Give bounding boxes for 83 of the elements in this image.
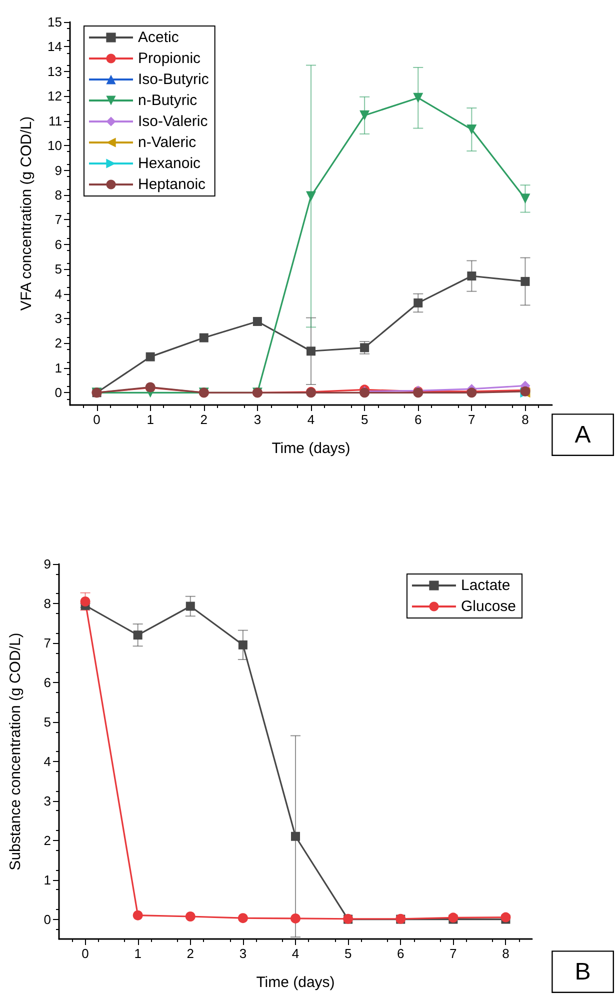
y-tick-label: 9 [54, 162, 62, 178]
point [291, 832, 300, 841]
point [360, 110, 370, 120]
x-tick-label: 2 [200, 412, 208, 427]
x-tick-label: 2 [186, 946, 194, 961]
text: A [574, 421, 591, 448]
point [80, 596, 90, 606]
y-axis-title: Substance concentration (g COD/L) [7, 632, 24, 870]
y-tick-label: 7 [54, 212, 62, 228]
legend-label: Lactate [460, 577, 510, 594]
y-tick-label: 9 [44, 556, 51, 572]
legend-label: Iso-Butyric [138, 71, 210, 88]
y-tick-label: 3 [44, 793, 51, 808]
legend-label: Heptanoic [138, 176, 206, 193]
point [306, 346, 316, 356]
point [306, 191, 316, 202]
x-tick-label: 1 [146, 412, 154, 427]
y-tick-label: 1 [54, 360, 62, 376]
point [238, 913, 248, 924]
point [290, 913, 300, 924]
x-tick-label: 3 [254, 412, 262, 427]
point [520, 276, 530, 286]
legend-label: n-Valeric [138, 134, 197, 151]
legend-label: Acetic [138, 29, 180, 46]
y-tick-label: 6 [44, 674, 51, 690]
legend-label: Hexanoic [138, 155, 202, 172]
legend-label: Propionic [138, 50, 202, 67]
y-tick-label: 12 [48, 88, 62, 104]
legend-label: n-Butyric [138, 92, 198, 109]
x-tick-label: 1 [134, 946, 142, 961]
y-tick-label: 4 [44, 754, 51, 769]
x-tick-label: 4 [307, 412, 315, 427]
y-tick-label: 3 [54, 311, 62, 326]
y-axis-title: VFA concentration (g COD/L) [18, 116, 35, 311]
y-tick-label: 8 [54, 187, 62, 202]
x-tick-label: 0 [82, 946, 89, 961]
point [360, 343, 370, 352]
x-tick-label: 5 [360, 412, 368, 427]
y-tick-label: 13 [48, 64, 62, 79]
y-tick-label: 7 [44, 635, 51, 650]
x-tick-label: 6 [396, 946, 404, 961]
point [199, 333, 208, 342]
x-tick-label: 5 [344, 946, 352, 961]
y-tick-label: 2 [44, 832, 51, 848]
y-tick-label: 2 [54, 336, 62, 351]
x-axis-title: Time (days) [272, 440, 350, 457]
point [466, 124, 477, 134]
y-tick-label: 1 [44, 872, 51, 888]
point [238, 640, 248, 650]
point [185, 912, 196, 922]
point [252, 316, 262, 326]
y-tick-label: 5 [44, 714, 51, 730]
legend-label: Iso-Valeric [138, 113, 208, 130]
x-tick-label: 4 [292, 946, 300, 961]
y-tick-label: 14 [48, 39, 62, 54]
y-tick-label: 11 [48, 113, 62, 128]
x-tick-label: 7 [450, 946, 457, 961]
x-tick-label: 6 [414, 412, 422, 427]
point [413, 92, 424, 103]
point [520, 194, 530, 204]
y-tick-label: 0 [44, 912, 51, 927]
point [132, 910, 143, 920]
x-tick-label: 3 [239, 946, 247, 961]
point [500, 912, 511, 922]
y-tick-label: 8 [44, 596, 51, 611]
y-tick-label: 5 [54, 262, 62, 277]
y-tick-label: 0 [54, 385, 62, 400]
y-tick-label: 15 [48, 14, 62, 30]
x-tick-label: 0 [93, 412, 100, 427]
point [146, 352, 155, 362]
x-tick-label: 8 [502, 946, 510, 961]
x-tick-label: 7 [468, 412, 476, 427]
point [186, 602, 195, 611]
y-tick-label: 10 [48, 138, 62, 154]
x-axis-title: Time (days) [256, 974, 335, 991]
y-tick-label: 6 [54, 236, 62, 252]
y-tick-label: 4 [54, 286, 62, 302]
text: B [574, 958, 591, 986]
point [467, 272, 476, 281]
x-tick-label: 8 [522, 412, 529, 427]
point [414, 298, 423, 308]
legend-label: Glucose [460, 598, 516, 615]
point [133, 630, 142, 640]
